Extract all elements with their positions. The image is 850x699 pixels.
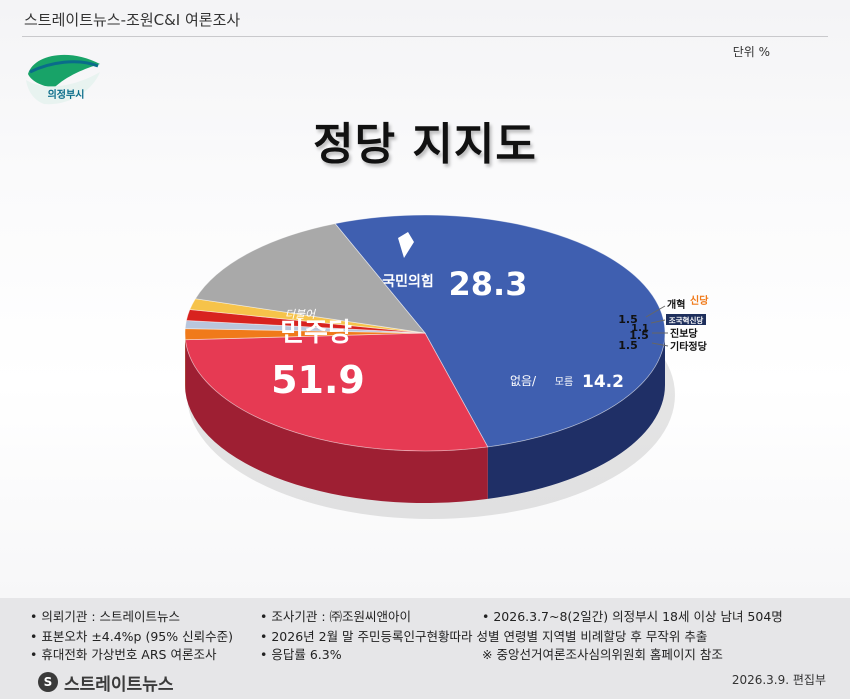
label-none-value: 14.2	[582, 372, 624, 392]
footer-method: • 휴대전화 가상번호 ARS 여론조사	[30, 647, 217, 662]
brand-mark-icon: S	[38, 672, 58, 692]
label-none-sub: 모름	[555, 376, 573, 388]
rebuild-badge	[666, 314, 706, 325]
label-none-name: 없음/	[510, 374, 537, 388]
label-reform-name-a: 개혁	[667, 298, 685, 311]
logo-text: 의정부시	[48, 88, 85, 101]
pie-side-더불어민주당	[487, 333, 666, 499]
label-ppp-value: 28.3	[449, 265, 528, 303]
header-bar: 스트레이트뉴스-조원C&I 여론조사	[0, 0, 850, 37]
label-other-name: 기타정당	[670, 340, 708, 353]
footer-date: 2026.3.9. 편집부	[731, 673, 826, 687]
leader-rebuild	[650, 319, 666, 324]
unit-label: 단위 %	[732, 45, 770, 59]
footer-sampling: • 2026년 2월 말 주민등록인구현황따라 성별 연령별 지역별 비례할당 …	[260, 629, 708, 644]
label-other-value: 1.5	[618, 339, 638, 352]
footer-period: • 2026.3.7~8(2일간) 의정부시 18세 이상 남녀 504명	[482, 609, 783, 624]
footer-client: • 의뢰기관 : 스트레이트뉴스	[30, 609, 181, 624]
label-reform-value: 1.5	[618, 313, 638, 326]
uijeongbu-logo: 의정부시	[26, 54, 100, 105]
label-ppp-name: 국민의힘	[382, 273, 434, 290]
chart-title: 정당 지지도	[313, 119, 537, 170]
label-progressive-value: 1.5	[629, 329, 649, 342]
pie-side-국민의힘	[185, 339, 488, 504]
label-reform-name-b: 신당	[690, 294, 709, 307]
header-title: 스트레이트뉴스-조원C&I 여론조사	[24, 11, 241, 29]
pie-slice-없음-모름	[194, 223, 426, 334]
ppp-party-icon	[398, 232, 414, 258]
pie-slice-더불어민주당	[334, 214, 666, 448]
label-rebuild-value: 1.1	[631, 323, 649, 334]
footer-reference: ※ 중앙선거여론조사심의위원회 홈페이지 참조	[482, 647, 723, 662]
pie-slice-국민의힘	[184, 332, 489, 452]
brand-name: 스트레이트뉴스	[64, 674, 174, 695]
brand-logo: S 스트레이트뉴스	[38, 670, 174, 695]
label-minjoo-top: 더불어	[285, 308, 317, 321]
label-minjoo-value: 51.9	[271, 358, 365, 402]
leader-other	[651, 342, 669, 347]
header-divider	[22, 36, 828, 37]
footer-response-rate: • 응답률 6.3%	[260, 647, 342, 662]
label-rebuild-name: 조국혁신당	[669, 315, 704, 325]
footer-error: • 표본오차 ±4.4%p (95% 신뢰수준)	[30, 629, 233, 644]
footer-agency: • 조사기관 : ㈜조원씨앤아이	[260, 609, 412, 624]
footer-panel: • 의뢰기관 : 스트레이트뉴스 • 조사기관 : ㈜조원씨앤아이 • 2026…	[0, 598, 850, 699]
leader-reform	[645, 305, 666, 318]
label-minjoo-name: 민주당	[280, 318, 352, 348]
label-progressive-name: 진보당	[670, 327, 698, 340]
